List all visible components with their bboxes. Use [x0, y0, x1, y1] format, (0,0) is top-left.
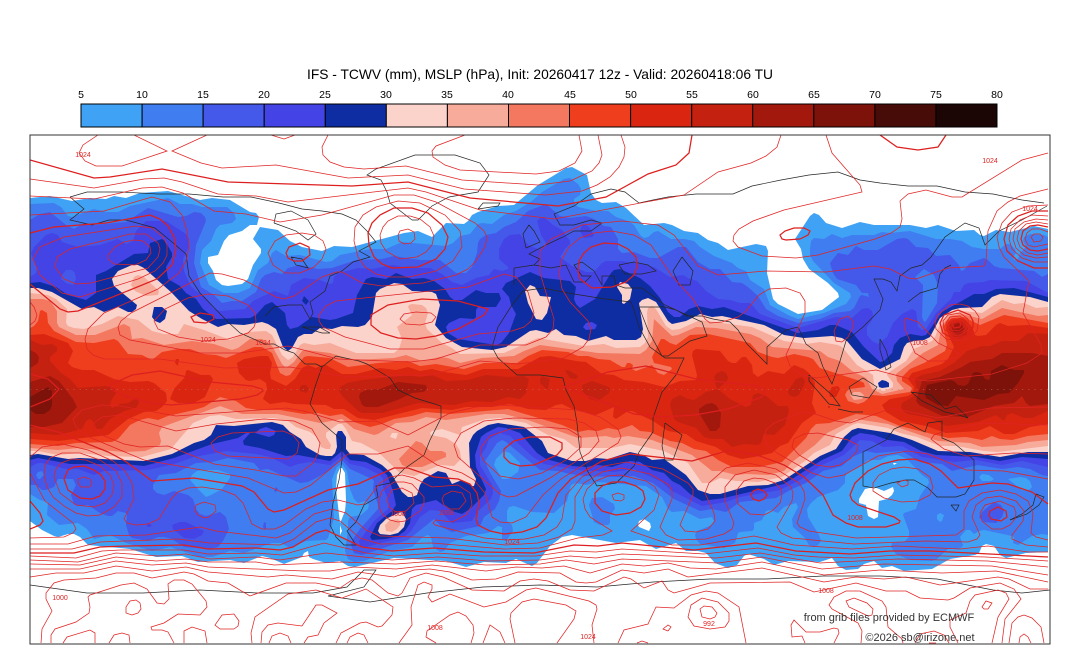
svg-text:from grib files provided by EC: from grib files provided by ECMWF — [804, 612, 975, 624]
svg-text:1024: 1024 — [1022, 206, 1038, 213]
svg-text:1024: 1024 — [982, 158, 998, 165]
svg-text:55: 55 — [686, 89, 698, 101]
svg-text:1008: 1008 — [427, 625, 443, 632]
svg-text:1008: 1008 — [818, 588, 834, 595]
svg-text:1008: 1008 — [438, 510, 454, 517]
svg-text:1024: 1024 — [504, 539, 520, 546]
svg-text:30: 30 — [380, 89, 392, 101]
svg-text:80: 80 — [991, 89, 1003, 101]
svg-text:50: 50 — [625, 89, 637, 101]
svg-text:1024: 1024 — [75, 152, 91, 159]
svg-text:60: 60 — [747, 89, 759, 101]
svg-text:1024: 1024 — [580, 634, 596, 641]
svg-text:40: 40 — [502, 89, 514, 101]
svg-text:5: 5 — [78, 89, 84, 101]
svg-text:65: 65 — [808, 89, 820, 101]
svg-text:1024: 1024 — [200, 337, 216, 344]
svg-text:1024: 1024 — [255, 340, 271, 347]
svg-text:45: 45 — [564, 89, 576, 101]
svg-text:20: 20 — [258, 89, 270, 101]
svg-text:1008: 1008 — [912, 340, 928, 347]
svg-text:1008: 1008 — [390, 511, 406, 518]
svg-text:15: 15 — [197, 89, 209, 101]
svg-text:10: 10 — [136, 89, 148, 101]
svg-text:70: 70 — [869, 89, 881, 101]
svg-text:1008: 1008 — [847, 515, 863, 522]
svg-text:IFS - TCWV (mm), MSLP (hPa), I: IFS - TCWV (mm), MSLP (hPa), Init: 20260… — [307, 67, 773, 82]
svg-text:75: 75 — [930, 89, 942, 101]
svg-text:1000: 1000 — [52, 595, 68, 602]
svg-text:©2026 sb@irizone.net: ©2026 sb@irizone.net — [865, 632, 974, 644]
svg-text:35: 35 — [441, 89, 453, 101]
svg-text:25: 25 — [319, 89, 331, 101]
svg-text:992: 992 — [703, 621, 715, 628]
